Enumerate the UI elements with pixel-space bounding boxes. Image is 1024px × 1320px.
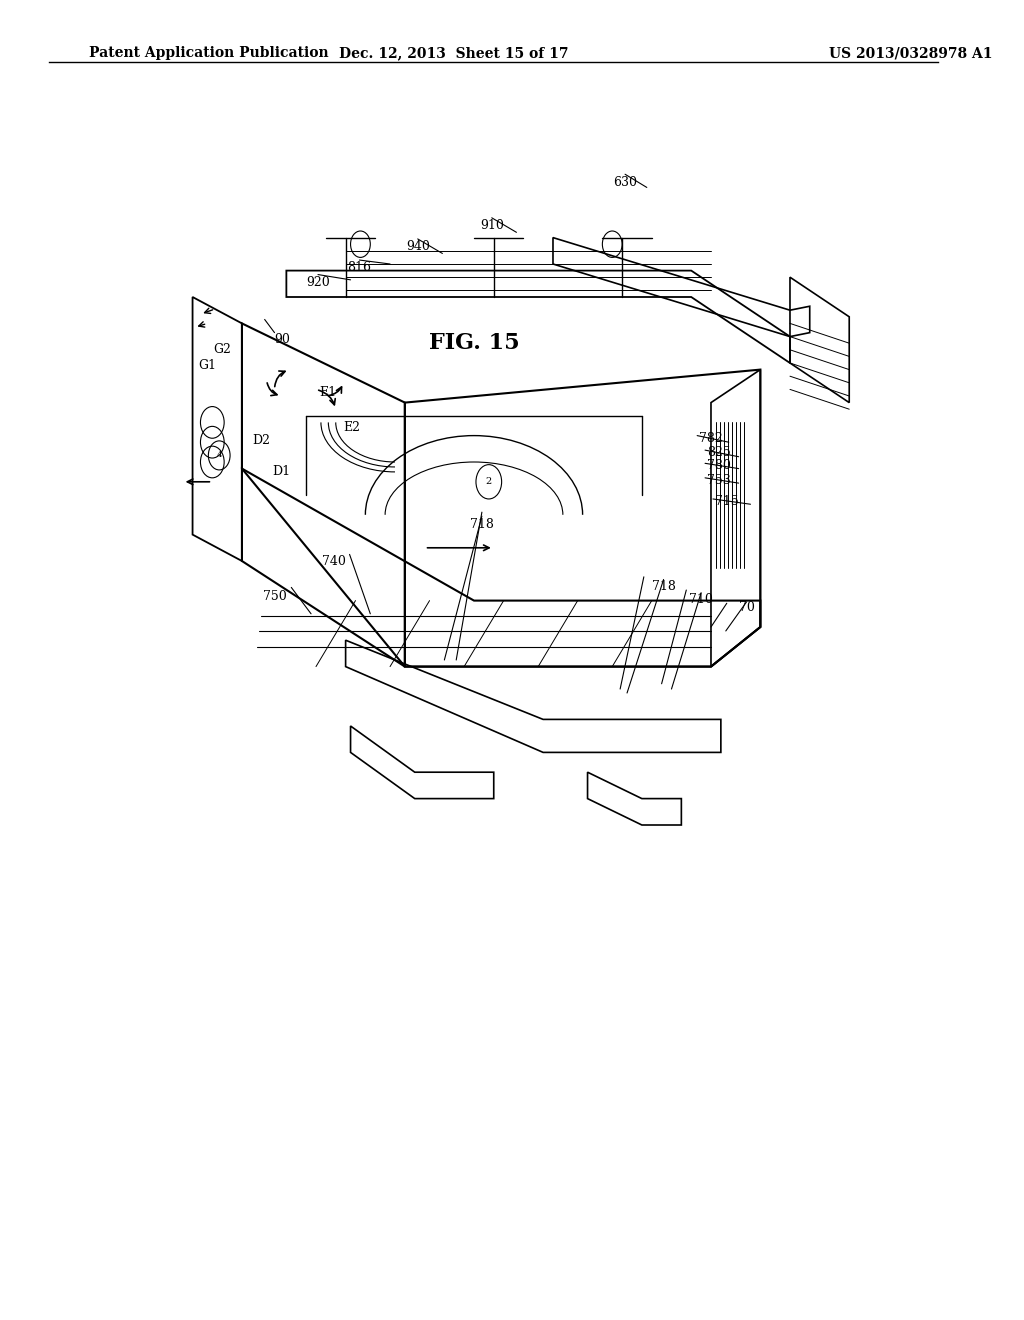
Text: 715: 715 [715,495,738,508]
Text: 740: 740 [322,554,346,568]
Text: 816: 816 [347,261,372,275]
Text: D1: D1 [272,465,291,478]
Text: FIG. 15: FIG. 15 [429,333,519,354]
Text: E1: E1 [319,385,337,399]
Text: US 2013/0328978 A1: US 2013/0328978 A1 [829,46,993,61]
Text: 750: 750 [262,590,287,603]
Text: 710: 710 [689,593,713,606]
Text: 920: 920 [306,276,330,289]
Text: 753: 753 [707,474,731,487]
Text: 718: 718 [651,579,676,593]
Text: E2: E2 [343,421,360,434]
Text: 718: 718 [470,517,494,531]
Text: G2: G2 [213,343,231,356]
Text: G1: G1 [199,359,216,372]
Text: 90: 90 [274,333,291,346]
Text: 910: 910 [480,219,504,232]
Text: Dec. 12, 2013  Sheet 15 of 17: Dec. 12, 2013 Sheet 15 of 17 [340,46,569,61]
Text: Patent Application Publication: Patent Application Publication [89,46,329,61]
Text: 825: 825 [707,446,731,459]
Text: 940: 940 [406,240,430,253]
Text: 782: 782 [699,432,723,445]
Text: 780: 780 [707,459,731,473]
Text: 630: 630 [613,176,637,189]
Text: D2: D2 [253,434,270,447]
Text: 4: 4 [216,451,222,459]
Text: 70: 70 [738,601,755,614]
Text: 2: 2 [485,478,492,486]
